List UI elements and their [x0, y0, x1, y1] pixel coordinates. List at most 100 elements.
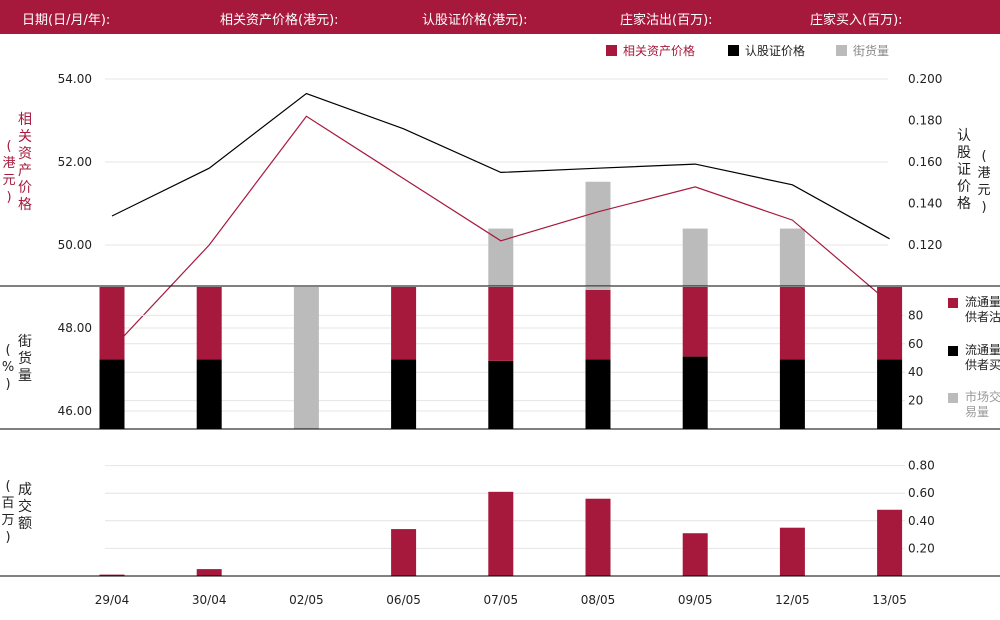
- axis-title-char: 货: [18, 351, 32, 367]
- legend-swatch: [948, 393, 958, 403]
- right-tick-label: 0.180: [908, 114, 942, 128]
- x-tick-label: 30/04: [192, 593, 227, 607]
- warrant-axis-title: 认股证价格: [956, 128, 972, 213]
- legend-swatch: [836, 45, 847, 56]
- street-axis-title: 街货量: [17, 334, 33, 385]
- legend-swatch: [606, 45, 617, 56]
- legend-label: 流通量提供者沽出: [965, 295, 1000, 324]
- turnover-bar: [585, 498, 611, 576]
- legend-label: 流通量提供者买入: [965, 343, 1000, 372]
- underlying-axis-unit: ( 港元): [1, 138, 17, 206]
- mm-sell-bar: [682, 287, 708, 357]
- stack-tick-label: 80: [908, 308, 923, 322]
- mm-buy-bar: [99, 359, 125, 429]
- x-tick-label: 09/05: [678, 593, 713, 607]
- mm-sell-bar: [585, 289, 611, 360]
- mm-buy-bar: [196, 359, 222, 429]
- turnover-tick-label: 0.20: [908, 541, 935, 555]
- right-tick-label: 0.200: [908, 72, 942, 86]
- axis-title-char: 股: [957, 145, 971, 161]
- legend-swatch: [728, 45, 739, 56]
- mm-buy-label: 庄家买入(百万):: [810, 13, 903, 28]
- axis-title-char: ): [981, 200, 987, 215]
- left-tick-label: 50.00: [58, 238, 92, 252]
- mm-sell-bar: [391, 287, 417, 360]
- axis-title-char: 额: [18, 516, 32, 532]
- axis-title-char: %: [1, 360, 15, 375]
- axis-title-char: 交: [18, 499, 32, 515]
- mm-sell-bar: [488, 287, 514, 361]
- legend-label: 街货量: [853, 44, 890, 58]
- legend-label: 市场交易量: [965, 390, 1000, 419]
- axis-title-char: 港: [977, 166, 991, 181]
- mm-sell-bar: [99, 287, 125, 360]
- mm-buy-bar: [391, 359, 417, 429]
- underlying-axis-title: 相关资产价格: [17, 112, 33, 214]
- turnover-bar: [391, 529, 417, 576]
- warrant-price-label: 认股证价格(港元):: [422, 13, 528, 28]
- legend-market: 市场交易量: [948, 390, 1000, 420]
- axis-title-char: 格: [957, 196, 971, 212]
- legend-item-underlying: 相关资产价格: [606, 42, 695, 59]
- axis-title-char: (: [6, 139, 12, 154]
- mm-sell-bar: [196, 287, 222, 360]
- left-tick-label: 54.00: [58, 72, 92, 86]
- x-tick-label: 02/05: [289, 593, 324, 607]
- street-volume-bar: [488, 228, 514, 286]
- axis-title-char: ): [6, 190, 12, 205]
- axis-title-char: 港: [2, 156, 16, 171]
- mm-buy-bar: [585, 359, 611, 429]
- stack-tick-label: 20: [908, 394, 923, 408]
- top-legend: 相关资产价格 认股证价格 街货量: [0, 42, 1000, 62]
- axis-title-char: 证: [957, 162, 971, 178]
- mm-buy-bar: [488, 360, 514, 429]
- left-tick-label: 46.00: [58, 404, 92, 418]
- axis-title-char: (: [5, 343, 11, 358]
- axis-title-char: 格: [18, 197, 32, 213]
- axis-title-char: 价: [18, 180, 32, 196]
- turnover-bar: [196, 569, 222, 576]
- warrant-axis-unit: ( 港元): [976, 148, 992, 216]
- turnover-bar: [682, 533, 708, 576]
- street-axis-unit: (%): [0, 342, 16, 393]
- turnover-axis-unit: (百万): [0, 478, 16, 546]
- left-tick-label: 48.00: [58, 321, 92, 335]
- axis-title-char: 元: [2, 173, 16, 188]
- x-tick-label: 07/05: [484, 593, 519, 607]
- street-volume-bar: [779, 228, 805, 286]
- turnover-bar: [779, 527, 805, 576]
- legend-item-warrant: 认股证价格: [728, 42, 805, 59]
- legend-label: 相关资产价格: [623, 44, 696, 58]
- axis-title-char: 认: [957, 128, 971, 144]
- turnover-tick-label: 0.80: [908, 459, 935, 473]
- axis-title-char: 成: [18, 482, 32, 498]
- turnover-bar: [99, 574, 125, 576]
- axis-title-char: 元: [977, 183, 991, 198]
- axis-title-char: (: [981, 149, 987, 164]
- mm-buy-bar: [682, 356, 708, 429]
- axis-title-char: 关: [18, 129, 32, 145]
- mm-sell-bar: [877, 287, 903, 360]
- axis-title-char: 量: [18, 368, 32, 384]
- axis-title-char: ): [5, 377, 11, 392]
- underlying-price-label: 相关资产价格(港元):: [220, 13, 339, 28]
- turnover-bar: [488, 491, 514, 576]
- x-tick-label: 06/05: [386, 593, 421, 607]
- turnover-tick-label: 0.40: [908, 514, 935, 528]
- axis-title-char: 产: [18, 163, 32, 179]
- mm-sell-label: 庄家沽出(百万):: [620, 13, 713, 28]
- turnover-axis-title: 成交额: [17, 482, 33, 533]
- axis-title-char: (: [5, 479, 11, 494]
- mm-sell-bar: [779, 287, 805, 360]
- street-volume-bar: [585, 181, 611, 286]
- stack-tick-label: 60: [908, 337, 923, 351]
- market-volume-bar: [293, 287, 319, 429]
- axis-title-char: 资: [18, 146, 32, 162]
- legend-swatch: [948, 346, 958, 356]
- right-tick-label: 0.140: [908, 197, 942, 211]
- mm-buy-bar: [779, 359, 805, 429]
- left-tick-label: 52.00: [58, 155, 92, 169]
- x-tick-label: 12/05: [775, 593, 810, 607]
- turnover-bar: [877, 509, 903, 576]
- x-tick-label: 29/04: [95, 593, 130, 607]
